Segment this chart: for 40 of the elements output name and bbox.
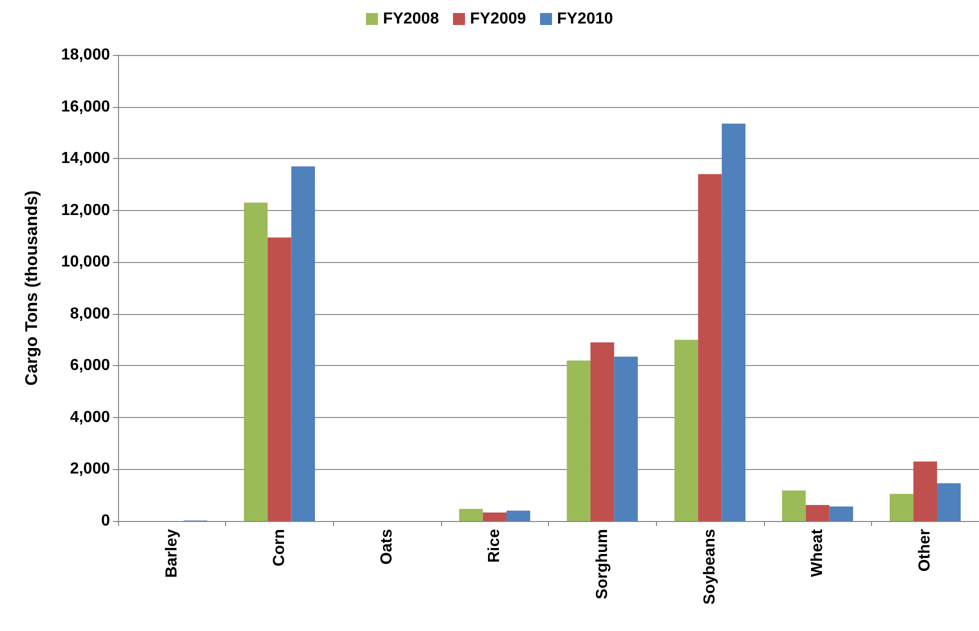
bar (268, 238, 292, 521)
x-tick-label: Soybeans (701, 528, 718, 605)
bar (459, 508, 483, 521)
y-tick-label: 18,000 (61, 46, 110, 64)
x-tick-label: Other (916, 529, 934, 572)
bar (722, 124, 746, 521)
bar (244, 202, 268, 521)
y-tick-label: 14,000 (61, 150, 110, 168)
bar (506, 510, 530, 521)
legend-label: FY2008 (382, 10, 440, 28)
bar (590, 342, 614, 521)
legend-label: FY2010 (557, 10, 614, 28)
bar (890, 494, 914, 521)
bar (937, 483, 961, 521)
x-tick-label: Sorghum (594, 529, 611, 600)
y-tick-label: 12,000 (61, 202, 110, 219)
bar (806, 504, 830, 521)
bar (698, 174, 722, 521)
y-tick-label: 8,000 (70, 305, 110, 322)
bar (674, 340, 698, 521)
bar (291, 166, 315, 521)
y-tick-label: 6,000 (70, 357, 110, 374)
y-tick-label: 16,000 (61, 98, 110, 116)
bar (782, 490, 806, 521)
bar (913, 461, 938, 521)
x-tick-label: Corn (270, 529, 288, 566)
y-axis-title: Cargo Tons (thousands) (22, 190, 41, 386)
y-tick-label: 4,000 (70, 408, 110, 426)
y-tick-label: 0 (101, 512, 110, 530)
legend-label: FY2009 (470, 10, 526, 28)
x-tick-label: Wheat (809, 528, 826, 577)
y-tick-label: 2,000 (70, 460, 110, 478)
x-tick-label: Rice (486, 528, 504, 563)
bar (482, 512, 507, 521)
bar (566, 360, 590, 521)
x-tick-label: Oats (378, 528, 396, 565)
y-tick-label: 10,000 (61, 254, 110, 271)
x-tick-label: Barley (163, 528, 180, 578)
bar (829, 506, 854, 521)
bar (614, 356, 638, 521)
